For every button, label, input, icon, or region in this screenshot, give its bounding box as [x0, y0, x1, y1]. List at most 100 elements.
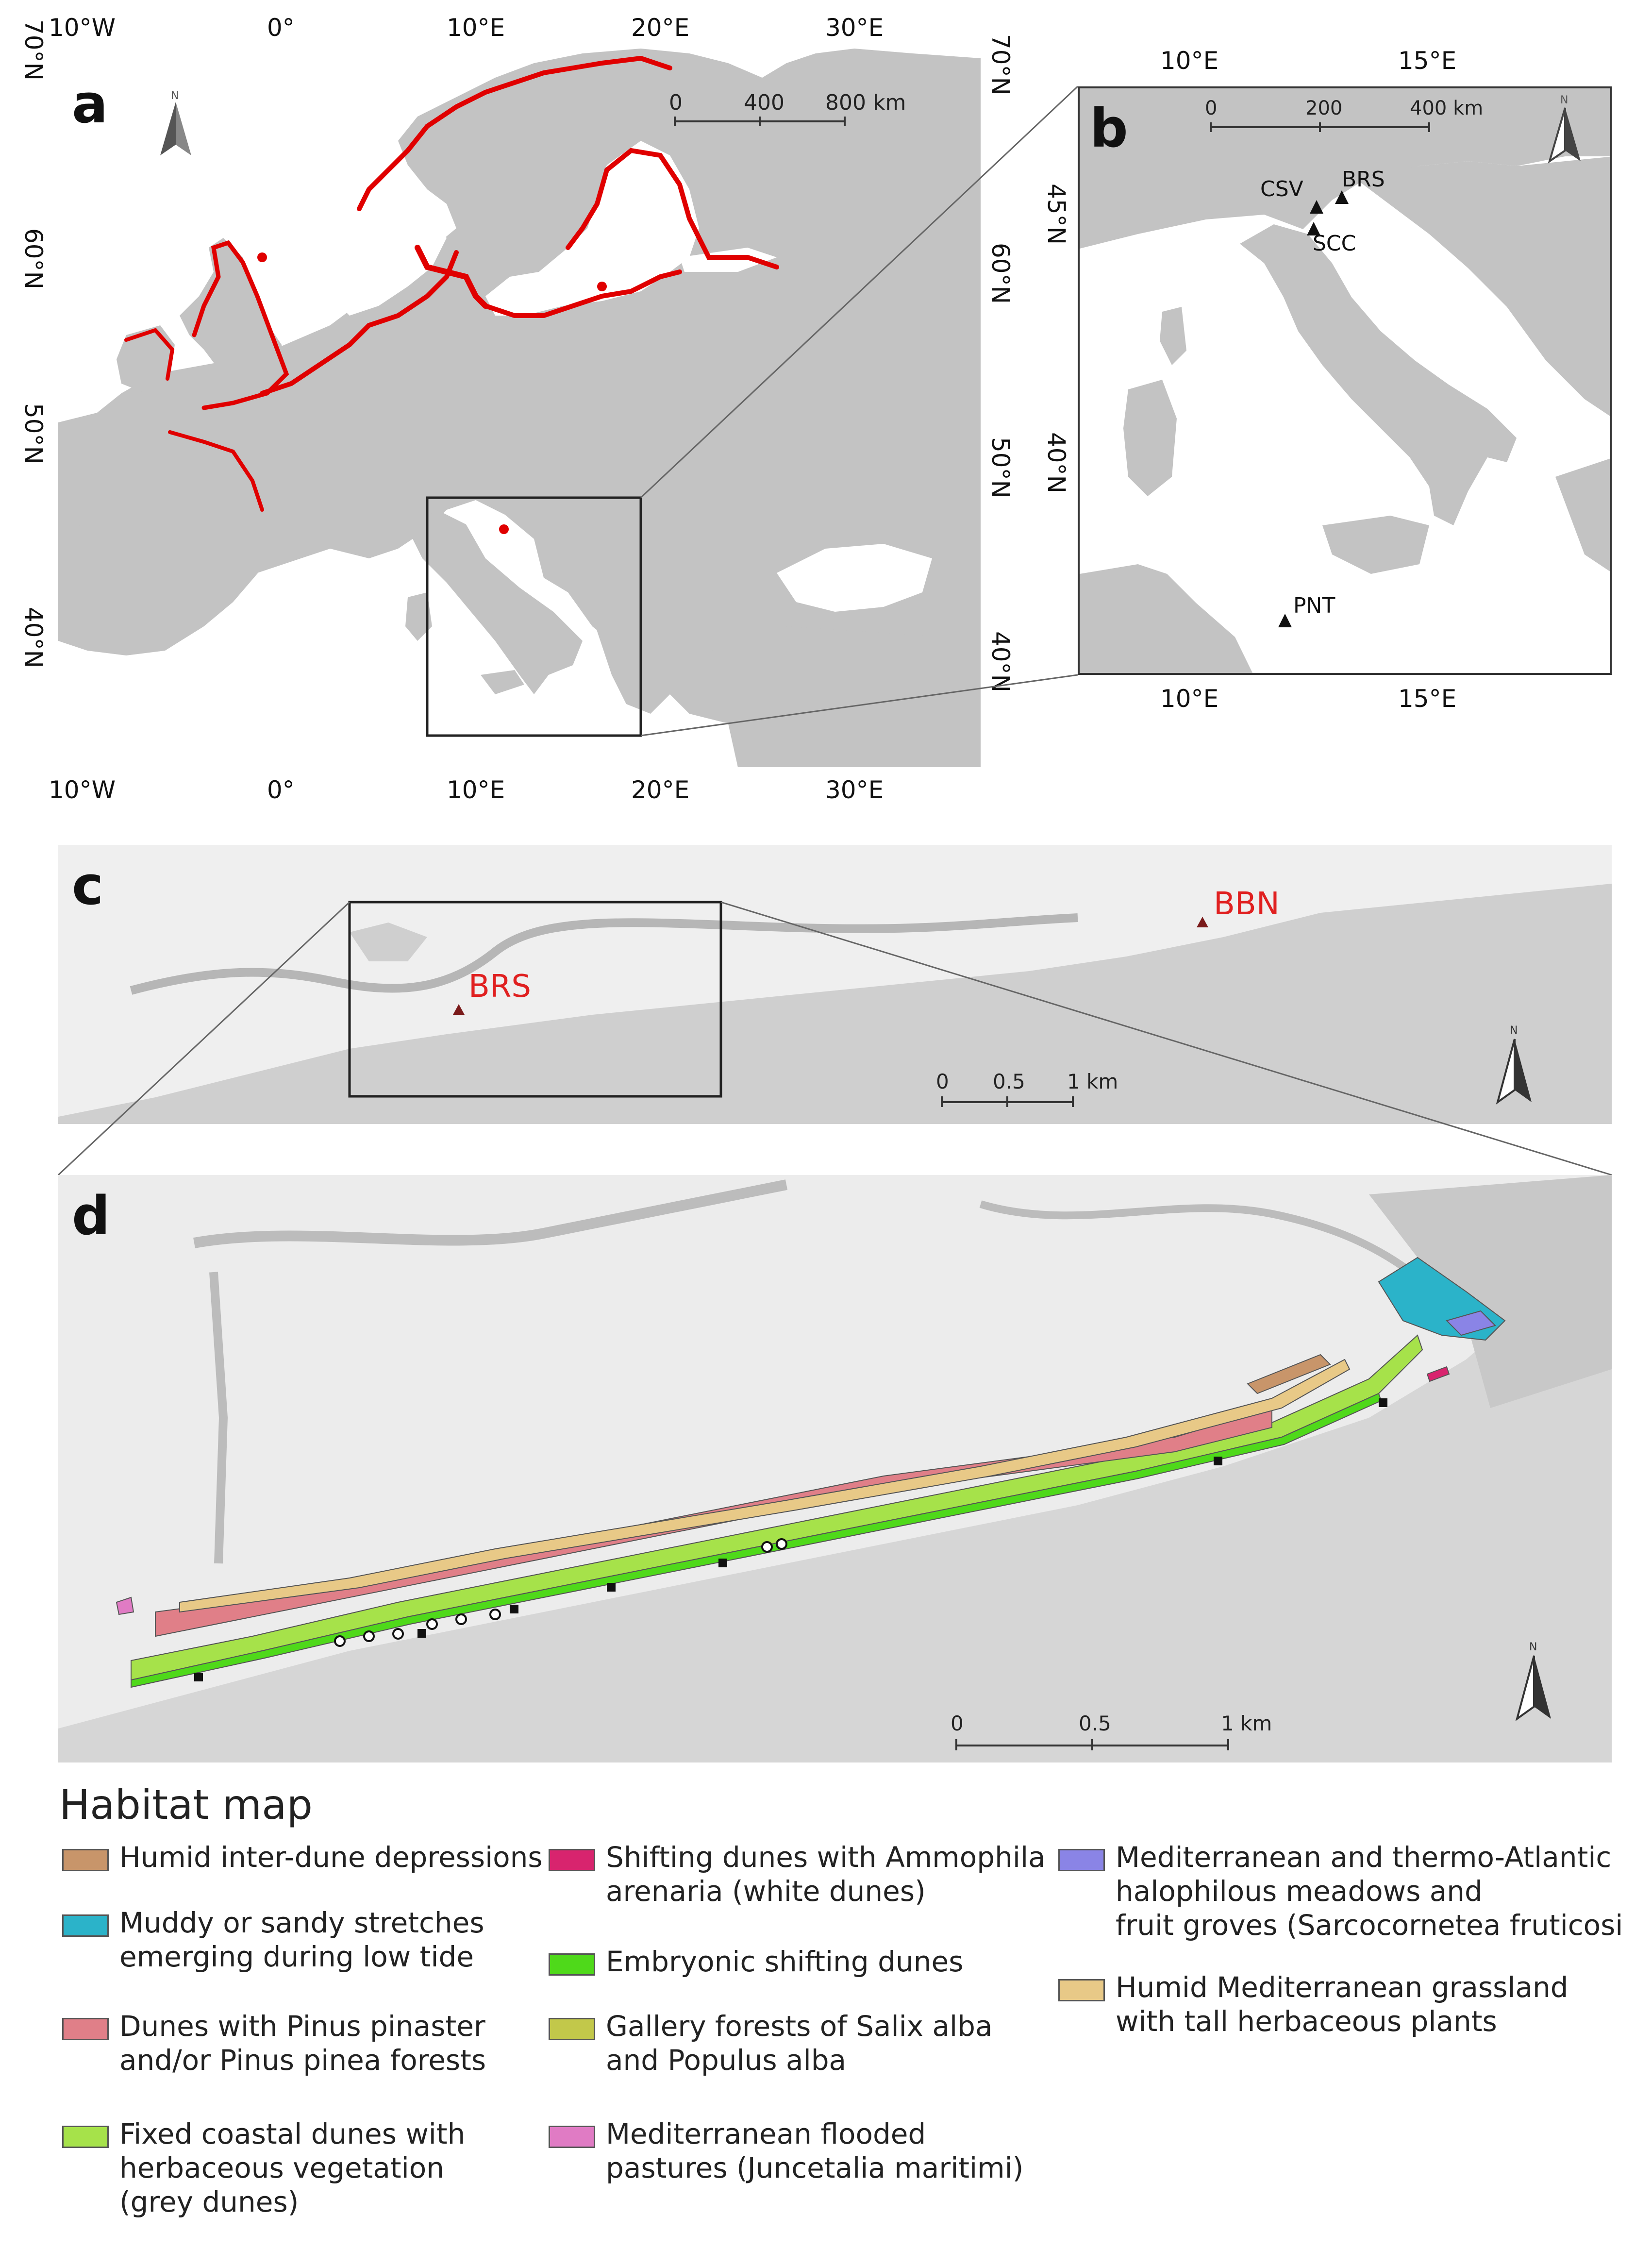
sample-square-1 [194, 1673, 203, 1681]
extent-box-c [348, 901, 722, 1098]
land-sicily [481, 670, 524, 694]
site-label-bbn-c: BBN [1214, 886, 1280, 922]
sample-square-4 [1214, 1457, 1222, 1465]
legend-label: Muddy or sandy stretches emerging during… [119, 1906, 484, 1973]
site-markers-b [1278, 190, 1349, 627]
connector-a-b [640, 85, 1079, 737]
tick-a-top-10E: 10°E [447, 14, 505, 42]
legend-label: Humid inter-dune depressions [119, 1841, 543, 1874]
occurrence-point-iceland-strait [257, 252, 267, 262]
tick-b-top-15E: 15°E [1398, 47, 1457, 75]
occurrence-point-gotland [597, 282, 607, 291]
north-arrow-d [1515, 1655, 1551, 1721]
occurrence-trace-denmark [415, 245, 488, 309]
panel-b-italy-map: 0 200 400 km N CSV BRS SCC PNT [1078, 86, 1612, 675]
legend-swatch [549, 2018, 595, 2040]
land-turkey [709, 626, 981, 767]
site-marker-brs-c [453, 1004, 465, 1015]
panel-letter-b: b [1090, 97, 1128, 159]
italy-basemap [1080, 88, 1610, 673]
habitat-humid-depression [1247, 1354, 1331, 1394]
sea-north-sea [320, 189, 447, 316]
occurrence-point-adriatic [499, 524, 509, 534]
scale-label-c-0: 0 [936, 1070, 949, 1093]
legend-item-halophilous-meadows: Mediterranean and thermo-Atlantic haloph… [1058, 1840, 1623, 1942]
connector-c-d [57, 901, 1612, 1176]
scale-bar-d [955, 1739, 1229, 1750]
sample-square-6 [510, 1605, 518, 1613]
land-africa [1080, 564, 1253, 673]
scale-label-b-200: 200 [1305, 97, 1343, 119]
sample-square-3 [718, 1559, 727, 1567]
tick-b-bottom-15E: 15°E [1398, 685, 1457, 713]
channel-d-2 [209, 1272, 228, 1564]
lagoon-c [350, 923, 427, 961]
sampling-points [194, 1398, 1387, 1681]
legend-item-flooded-pastures: Mediterranean flooded pastures (Juncetal… [549, 2117, 1023, 2185]
occurrence-trace-baltic-south [483, 269, 682, 318]
scale-bar-c [941, 1096, 1074, 1107]
land-sicily [1322, 516, 1429, 574]
legend-swatch [1058, 1979, 1105, 2001]
scale-label-d-1km: 1 km [1221, 1712, 1272, 1735]
site-label-scc: SCC [1313, 231, 1356, 256]
tick-a-bottom-30E: 30°E [825, 776, 884, 804]
scale-bar-a [674, 117, 846, 126]
north-label-a: N [171, 90, 179, 102]
sea-norwegian [58, 44, 544, 204]
sea-black-sea [777, 544, 932, 612]
habitat-grassland [179, 1359, 1351, 1613]
occurrence-points [124, 55, 779, 534]
panel-letter-a: a [72, 73, 108, 135]
land-greece-b [1555, 458, 1610, 571]
scale-label-a-0: 0 [669, 90, 683, 115]
north-arrow-a [160, 102, 191, 155]
tick-a-top-30E: 30°E [825, 14, 884, 42]
sample-square-5 [1379, 1398, 1387, 1407]
legend-title: Habitat map [59, 1781, 313, 1829]
legend-swatch [549, 2126, 595, 2148]
north-arrow-c [1496, 1039, 1532, 1105]
scale-label-c-1km: 1 km [1067, 1070, 1118, 1093]
extent-box-italy [426, 496, 642, 737]
sample-circle-6 [489, 1609, 501, 1620]
site-marker-scc [1307, 222, 1320, 235]
habitat-halophilous [1446, 1310, 1496, 1336]
legend-swatch [1058, 1849, 1105, 1871]
north-label-b: N [1560, 94, 1569, 106]
tick-a-top-20E: 20°E [631, 14, 690, 42]
site-marker-brs [1335, 190, 1349, 204]
sample-circle-1 [334, 1635, 346, 1647]
channel-d-1 [193, 1179, 788, 1248]
legend-label: Dunes with Pinus pinaster and/or Pinus p… [119, 2010, 486, 2077]
legend-item-humid-grassland: Humid Mediterranean grassland with tall … [1058, 1970, 1569, 2038]
scale-label-b-0: 0 [1205, 97, 1218, 119]
habitat-white-dunes [1426, 1366, 1450, 1382]
legend-item-gallery-forests: Gallery forests of Salix alba and Populu… [549, 2009, 992, 2077]
site-marker-csv [1310, 200, 1323, 214]
panel-a-europe-map: 0 400 800 km N [58, 44, 981, 767]
north-label-c: N [1510, 1024, 1518, 1037]
site-label-pnt: PNT [1293, 593, 1335, 618]
legend-swatch [62, 1914, 109, 1937]
legend-swatch [62, 2018, 109, 2040]
tick-a-top-10W: 10°W [49, 14, 116, 42]
scale-label-c-05: 0.5 [993, 1070, 1025, 1093]
legend-item-grey-dunes: Fixed coastal dunes with herbaceous vege… [62, 2117, 465, 2219]
occurrence-trace-norway [357, 55, 672, 211]
site-label-csv: CSV [1260, 177, 1303, 201]
europe-basemap [58, 44, 981, 767]
legend-label: Fixed coastal dunes with herbaceous vege… [119, 2117, 466, 2218]
legend-swatch [549, 1953, 595, 1976]
land-greece [592, 617, 670, 714]
sample-circle-5 [455, 1613, 467, 1625]
scale-label-d-05: 0.5 [1079, 1712, 1111, 1735]
occurrence-trace-france [168, 430, 264, 512]
tick-a-bottom-10E: 10°E [447, 776, 505, 804]
land-area-c [58, 845, 1612, 1117]
site-marker-bbn-c [1197, 917, 1208, 927]
sample-square-7 [417, 1629, 426, 1638]
legend-label: Humid Mediterranean grassland with tall … [1116, 1971, 1569, 2038]
scale-label-d-0: 0 [951, 1712, 964, 1735]
occurrence-trace-britain [192, 240, 289, 410]
